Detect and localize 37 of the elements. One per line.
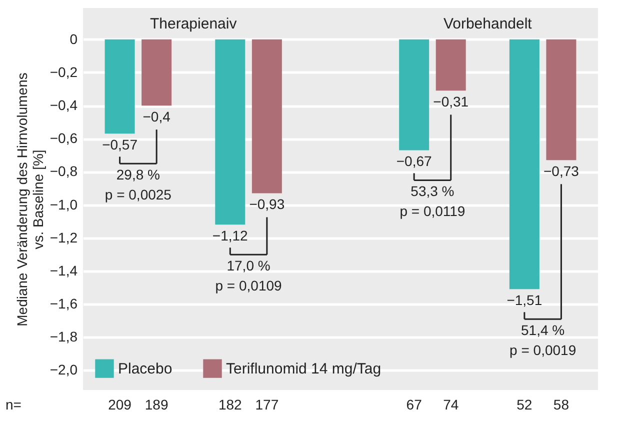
y-tick-label: −0,2: [50, 64, 78, 80]
data-label: −0,73: [543, 163, 580, 180]
x-tick-label: 58: [553, 396, 570, 412]
annotation: Vorbehandelt: [443, 16, 533, 33]
y-tick-label: −1,4: [50, 262, 78, 278]
y-tick-label: −0,4: [50, 97, 78, 114]
annotation: 17,0 % p = 0,0109: [215, 258, 282, 294]
y-tick-label: −2,0: [50, 362, 78, 378]
data-label: −1,12: [212, 228, 248, 244]
x-tick-label: 182: [218, 396, 242, 412]
annotation: Therapienaiv: [150, 16, 238, 33]
x-tick-label: 209: [108, 396, 132, 412]
y-axis-title: Mediane Veränderung des Hirnvolumens vs. Baseline [%]: [14, 72, 46, 326]
x-axis-title: n=: [6, 396, 22, 412]
y-tick-label: 0: [70, 30, 78, 47]
y-tick-label: −0,6: [50, 130, 78, 146]
data-label: −0,67: [396, 153, 432, 170]
data-label: −1,51: [506, 292, 542, 308]
y-tick-label: −1,2: [50, 229, 78, 246]
data-label: −0,93: [249, 196, 285, 212]
data-label: −0,57: [102, 136, 138, 153]
annotation: 53,3 % p = 0,0119: [400, 183, 466, 220]
x-tick-label: 52: [516, 396, 532, 412]
y-tick-label: −0,8: [50, 163, 78, 180]
data-label: −0,31: [433, 94, 469, 110]
x-tick-label: 189: [144, 396, 168, 412]
x-tick-label: 67: [406, 396, 422, 412]
x-tick-label: 177: [255, 396, 279, 412]
legend-label: Placebo: [118, 360, 172, 378]
y-tick-label: −1,0: [50, 196, 78, 212]
y-tick-label: −1,6: [50, 296, 78, 312]
data-label: −0,4: [142, 108, 171, 125]
y-tick-label: −1,8: [50, 328, 78, 345]
legend-label: Teriflunomid 14 mg/Tag: [226, 360, 382, 378]
annotation: 51,4 % p = 0,0019: [510, 322, 576, 358]
x-tick-label: 74: [443, 396, 459, 412]
annotation: 29,8 % p = 0,0025: [104, 166, 172, 203]
